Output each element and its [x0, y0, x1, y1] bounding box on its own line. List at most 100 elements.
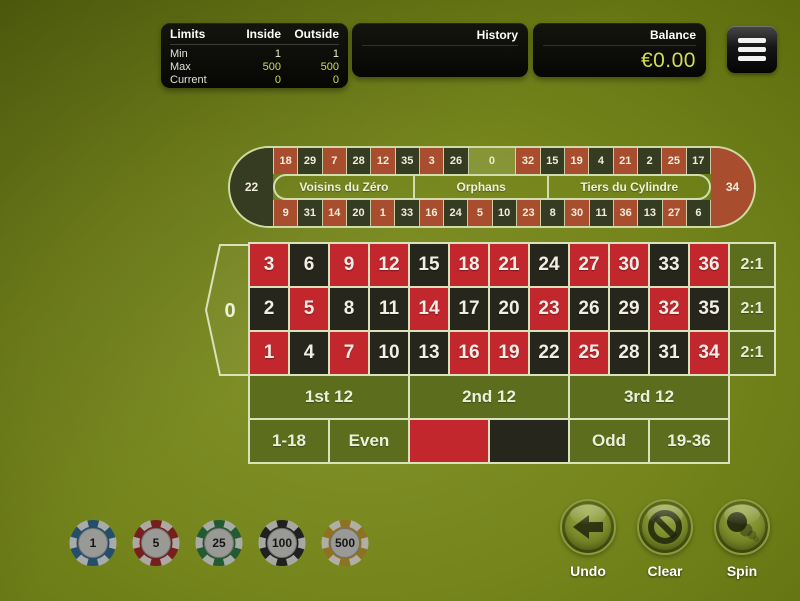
racetrack-cell-9[interactable]: 9 [273, 200, 299, 226]
chip-1[interactable]: 1 [69, 519, 117, 567]
column-bet-2to1-row3[interactable]: 2:1 [730, 332, 774, 374]
racetrack-section-orphans[interactable]: Orphans [412, 176, 548, 198]
racetrack-cell-7[interactable]: 7 [322, 148, 347, 174]
undo-button[interactable] [560, 499, 616, 555]
racetrack-cell-6[interactable]: 6 [686, 200, 712, 226]
bet-cell-5[interactable]: 5 [290, 288, 328, 330]
racetrack-cell-8[interactable]: 8 [541, 200, 566, 226]
outside-bet-1-18[interactable]: 1-18 [250, 420, 328, 462]
bet-cell-29[interactable]: 29 [610, 288, 648, 330]
racetrack-cell-12[interactable]: 12 [371, 148, 396, 174]
racetrack-cell-15[interactable]: 15 [540, 148, 565, 174]
bet-cell-22[interactable]: 22 [530, 332, 568, 374]
spin-button[interactable] [714, 499, 770, 555]
racetrack-cell-13[interactable]: 13 [638, 200, 663, 226]
bet-cell-23[interactable]: 23 [530, 288, 568, 330]
bet-cell-11[interactable]: 11 [370, 288, 408, 330]
bet-cell-9[interactable]: 9 [330, 244, 368, 286]
clear-button[interactable] [637, 499, 693, 555]
bet-cell-27[interactable]: 27 [570, 244, 608, 286]
bet-cell-zero[interactable]: 0 [204, 244, 250, 381]
bet-cell-35[interactable]: 35 [690, 288, 728, 330]
racetrack-cell-19[interactable]: 19 [564, 148, 590, 174]
racetrack-cell-0[interactable]: 0 [468, 148, 517, 174]
column-bet-2to1-row1[interactable]: 2:1 [730, 244, 774, 286]
bet-cell-13[interactable]: 13 [410, 332, 448, 374]
racetrack-cell-23[interactable]: 23 [516, 200, 542, 226]
racetrack-cell-28[interactable]: 28 [346, 148, 372, 174]
racetrack-cell-25[interactable]: 25 [662, 148, 687, 174]
bet-cell-33[interactable]: 33 [650, 244, 688, 286]
bet-cell-2[interactable]: 2 [250, 288, 288, 330]
bet-cell-25[interactable]: 25 [570, 332, 608, 374]
chip-25[interactable]: 25 [195, 519, 243, 567]
racetrack-cell-14[interactable]: 14 [322, 200, 347, 226]
chip-500[interactable]: 500 [321, 519, 369, 567]
racetrack-cell-10[interactable]: 10 [492, 200, 517, 226]
racetrack-cell-35[interactable]: 35 [395, 148, 420, 174]
bet-cell-18[interactable]: 18 [450, 244, 488, 286]
racetrack-cell-11[interactable]: 11 [589, 200, 614, 226]
red-color-bet[interactable] [410, 420, 488, 462]
racetrack-cell-36[interactable]: 36 [613, 200, 639, 226]
bet-cell-28[interactable]: 28 [610, 332, 648, 374]
chip-100[interactable]: 100 [258, 519, 306, 567]
bet-cell-20[interactable]: 20 [490, 288, 528, 330]
bet-cell-6[interactable]: 6 [290, 244, 328, 286]
racetrack-cell-22[interactable]: 22 [230, 148, 273, 226]
column-bet-2to1-row2[interactable]: 2:1 [730, 288, 774, 330]
racetrack-cell-26[interactable]: 26 [444, 148, 469, 174]
racetrack-cell-3[interactable]: 3 [419, 148, 445, 174]
bet-cell-17[interactable]: 17 [450, 288, 488, 330]
racetrack-cell-16[interactable]: 16 [419, 200, 444, 226]
outside-bet-19-36[interactable]: 19-36 [650, 420, 728, 462]
bet-cell-10[interactable]: 10 [370, 332, 408, 374]
racetrack-cell-17[interactable]: 17 [686, 148, 711, 174]
limits-title: Limits [170, 28, 231, 45]
racetrack-cell-32[interactable]: 32 [516, 148, 541, 174]
racetrack-cell-2[interactable]: 2 [637, 148, 663, 174]
bet-cell-19[interactable]: 19 [490, 332, 528, 374]
bet-cell-36[interactable]: 36 [690, 244, 728, 286]
racetrack-cell-34[interactable]: 34 [711, 148, 754, 226]
bet-cell-16[interactable]: 16 [450, 332, 488, 374]
bet-cell-12[interactable]: 12 [370, 244, 408, 286]
racetrack-cell-31[interactable]: 31 [298, 200, 323, 226]
racetrack-section-tiers[interactable]: Tiers du Cylindre [547, 176, 709, 198]
outside-bet-even[interactable]: Even [330, 420, 408, 462]
racetrack-cell-18[interactable]: 18 [273, 148, 299, 174]
bet-cell-21[interactable]: 21 [490, 244, 528, 286]
bet-cell-32[interactable]: 32 [650, 288, 688, 330]
bet-cell-14[interactable]: 14 [410, 288, 448, 330]
racetrack-cell-5[interactable]: 5 [468, 200, 493, 226]
bet-cell-8[interactable]: 8 [330, 288, 368, 330]
bet-cell-1[interactable]: 1 [250, 332, 288, 374]
racetrack-cell-21[interactable]: 21 [613, 148, 638, 174]
racetrack-cell-24[interactable]: 24 [443, 200, 469, 226]
bet-cell-15[interactable]: 15 [410, 244, 448, 286]
dozen-bet-1[interactable]: 1st 12 [250, 376, 408, 418]
racetrack-cell-20[interactable]: 20 [346, 200, 372, 226]
black-color-bet[interactable] [490, 420, 568, 462]
racetrack-cell-33[interactable]: 33 [395, 200, 420, 226]
bet-cell-34[interactable]: 34 [690, 332, 728, 374]
racetrack-cell-4[interactable]: 4 [589, 148, 614, 174]
bet-cell-31[interactable]: 31 [650, 332, 688, 374]
bet-cell-3[interactable]: 3 [250, 244, 288, 286]
bet-cell-7[interactable]: 7 [330, 332, 368, 374]
bet-cell-24[interactable]: 24 [530, 244, 568, 286]
bet-cell-30[interactable]: 30 [610, 244, 648, 286]
dozen-bet-2[interactable]: 2nd 12 [410, 376, 568, 418]
bet-cell-26[interactable]: 26 [570, 288, 608, 330]
racetrack-cell-27[interactable]: 27 [662, 200, 687, 226]
racetrack-cell-29[interactable]: 29 [298, 148, 323, 174]
outside-bet-odd[interactable]: Odd [570, 420, 648, 462]
racetrack-cell-1[interactable]: 1 [371, 200, 396, 226]
chip-5[interactable]: 5 [132, 519, 180, 567]
dozen-bet-3[interactable]: 3rd 12 [570, 376, 728, 418]
racetrack-cell-30[interactable]: 30 [565, 200, 590, 226]
bet-cell-4[interactable]: 4 [290, 332, 328, 374]
menu-button[interactable] [727, 26, 777, 73]
racetrack-section-voisins[interactable]: Voisins du Zéro [299, 180, 389, 194]
